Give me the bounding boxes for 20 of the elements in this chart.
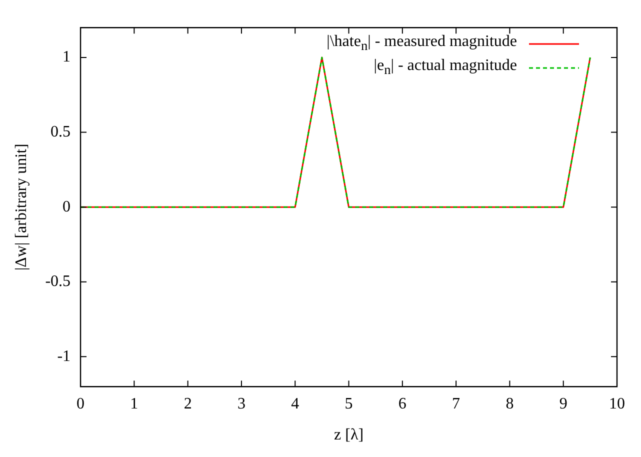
y-tick-label: -1 — [57, 348, 71, 365]
y-axis-title: |Δw| [arbitrary unit] — [12, 144, 30, 271]
x-tick-label: 6 — [398, 395, 406, 412]
x-tick-label: 3 — [237, 395, 246, 412]
x-tick-label: 8 — [506, 395, 514, 412]
x-tick-label: 4 — [291, 395, 300, 412]
y-tick-label: 0.5 — [50, 124, 71, 141]
x-tick-label: 9 — [559, 395, 568, 412]
x-tick-label: 1 — [130, 395, 138, 412]
legend-label: |e$_{n}$| - actual magnitude — [374, 56, 517, 79]
x-axis-title: z [λ] — [334, 426, 364, 444]
x-tick-label: 10 — [609, 395, 625, 412]
x-tick-label: 0 — [76, 395, 85, 412]
x-tick-label: 2 — [184, 395, 192, 412]
y-tick-label: -0.5 — [45, 273, 71, 290]
x-tick-label: 7 — [452, 395, 460, 412]
legend-label: |\hate$_{n}$| - measured magnitude — [326, 32, 517, 55]
x-tick-label: 5 — [344, 395, 353, 412]
y-tick-label: 0 — [62, 198, 71, 216]
y-tick-label: 1 — [62, 48, 71, 66]
